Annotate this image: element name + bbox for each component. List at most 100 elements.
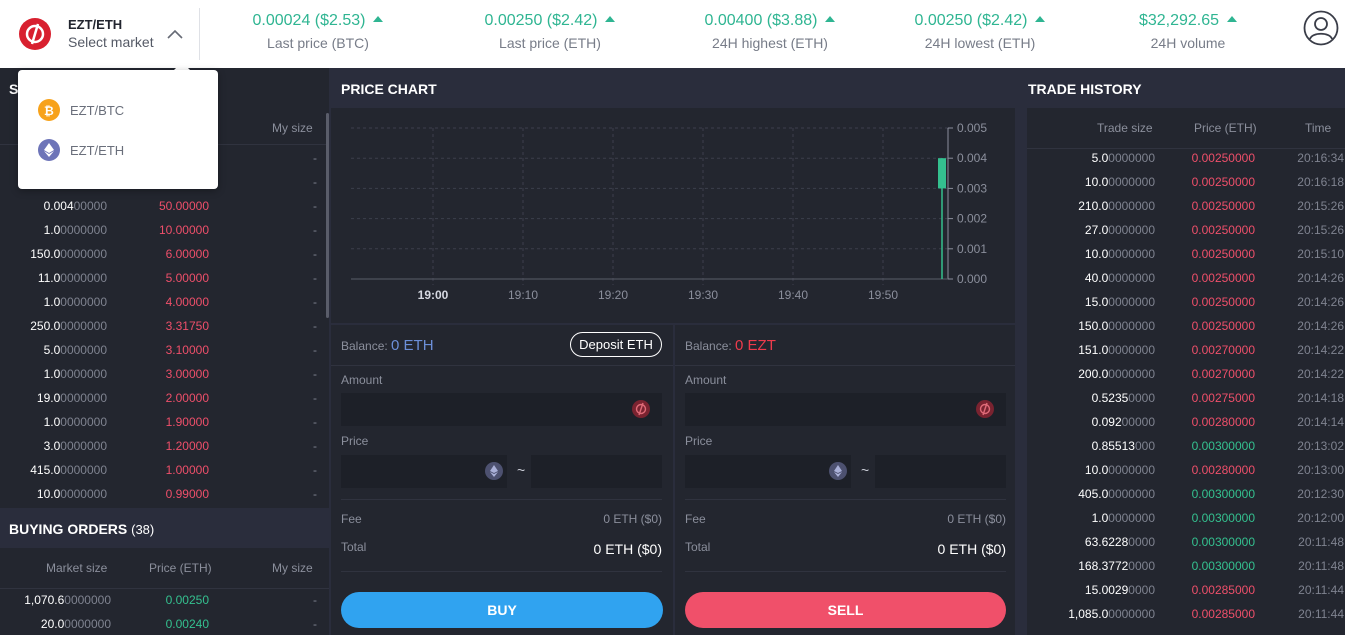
- ethereum-icon: [38, 139, 60, 161]
- table-row[interactable]: -: [0, 170, 329, 194]
- y-tick-label: 0.003: [957, 181, 987, 195]
- select-market-label[interactable]: Select market: [68, 34, 154, 50]
- trade-price: 0.00280000: [1191, 463, 1255, 477]
- table-row[interactable]: 63.62280000 0.00300000 20:11:48: [1017, 530, 1345, 554]
- table-row[interactable]: 210.00000000 0.00250000 20:15:26: [1017, 194, 1345, 218]
- sell-price-usd-input[interactable]: [875, 455, 1006, 488]
- table-row[interactable]: 150.00000000 0.00250000 20:14:26: [1017, 314, 1345, 338]
- table-row[interactable]: 415.00000000 1.00000 -: [0, 458, 329, 482]
- order-size: 1.00000000: [43, 295, 107, 309]
- x-tick-label: 19:10: [508, 288, 538, 302]
- deposit-eth-button[interactable]: Deposit ETH: [570, 332, 662, 357]
- market-option-ezt-eth[interactable]: EZT/ETH: [38, 139, 124, 161]
- up-arrow-icon: [1227, 16, 1238, 22]
- trade-time: 20:13:00: [1297, 463, 1344, 477]
- y-tick-label: 0.005: [957, 121, 987, 135]
- table-row[interactable]: 0.09200000 0.00280000 20:14:14: [1017, 410, 1345, 434]
- table-row[interactable]: -: [0, 146, 329, 170]
- trade-size: 0.85513000: [1091, 439, 1155, 453]
- buy-form: Balance: 0 ETH Deposit ETH Amount Price …: [331, 325, 673, 635]
- table-row[interactable]: 27.00000000 0.00250000 20:15:26: [1017, 218, 1345, 242]
- buy-amount-input[interactable]: [341, 393, 662, 426]
- table-row[interactable]: 15.00000000 0.00250000 20:14:26: [1017, 290, 1345, 314]
- trade-time: 20:14:26: [1297, 295, 1344, 309]
- table-row[interactable]: 3.00000000 1.20000 -: [0, 434, 329, 458]
- order-size: 1,070.60000000: [24, 593, 111, 607]
- trade-price: 0.00300000: [1191, 511, 1255, 525]
- col-market-size: Market size: [46, 561, 108, 575]
- amount-label: Amount: [685, 373, 727, 387]
- table-row[interactable]: 150.00000000 6.00000 -: [0, 242, 329, 266]
- scrollbar[interactable]: [326, 113, 329, 318]
- trade-size: 10.00000000: [1084, 175, 1155, 189]
- table-row[interactable]: 11.00000000 5.00000 -: [0, 266, 329, 290]
- order-size: 3.00000000: [43, 439, 107, 453]
- trade-price: 0.00250000: [1191, 295, 1255, 309]
- table-row[interactable]: 151.00000000 0.00270000 20:14:22: [1017, 338, 1345, 362]
- table-row[interactable]: 0.00400000 50.00000 -: [0, 194, 329, 218]
- buy-button[interactable]: BUY: [341, 592, 663, 628]
- market-option-ezt-btc[interactable]: ₿ EZT/BTC: [38, 99, 124, 121]
- chevron-up-icon[interactable]: [166, 28, 184, 40]
- sell-button[interactable]: SELL: [685, 592, 1006, 628]
- trade-size: 1.00000000: [1091, 511, 1155, 525]
- trade-size: 10.00000000: [1084, 463, 1155, 477]
- table-row[interactable]: 250.00000000 3.31750 -: [0, 314, 329, 338]
- order-my-size: -: [313, 247, 317, 261]
- order-size: 1.00000000: [43, 223, 107, 237]
- table-row[interactable]: 10.00000000 0.00250000 20:16:18: [1017, 170, 1345, 194]
- total-label: Total: [685, 540, 711, 554]
- stat-24h-lowest: 0.00250 ($2.42) 24H lowest (ETH): [880, 12, 1080, 51]
- y-tick-label: 0.004: [957, 151, 987, 165]
- order-price: 6.00000: [165, 247, 209, 261]
- table-row[interactable]: 10.00000000 0.99000 -: [0, 482, 329, 506]
- table-row[interactable]: 5.00000000 3.10000 -: [0, 338, 329, 362]
- trade-time: 20:14:22: [1297, 367, 1344, 381]
- trade-size: 0.09200000: [1091, 415, 1155, 429]
- price-label: Price: [685, 434, 713, 448]
- order-my-size: -: [313, 463, 317, 477]
- table-row[interactable]: 1.00000000 4.00000 -: [0, 290, 329, 314]
- y-tick-label: 0.002: [957, 212, 987, 226]
- order-size: 1.00000000: [43, 367, 107, 381]
- stat-last-price-eth: 0.00250 ($2.42) Last price (ETH): [450, 12, 650, 51]
- table-row[interactable]: 168.37720000 0.00300000 20:11:48: [1017, 554, 1345, 578]
- table-row[interactable]: 10.00000000 0.00280000 20:13:00: [1017, 458, 1345, 482]
- buy-price-usd-input[interactable]: [531, 455, 662, 488]
- buy-price-input[interactable]: [341, 455, 507, 488]
- table-row[interactable]: 40.00000000 0.00250000 20:14:26: [1017, 266, 1345, 290]
- svg-text:₿: ₿: [44, 104, 54, 117]
- trade-size: 210.00000000: [1078, 199, 1155, 213]
- table-row[interactable]: 1.00000000 3.00000 -: [0, 362, 329, 386]
- table-row[interactable]: 19.00000000 2.00000 -: [0, 386, 329, 410]
- order-size: 250.00000000: [30, 319, 107, 333]
- sell-price-input[interactable]: [685, 455, 851, 488]
- table-row[interactable]: 405.00000000 0.00300000 20:12:30: [1017, 482, 1345, 506]
- order-price: 3.31750: [165, 319, 209, 333]
- user-avatar-icon[interactable]: [1303, 10, 1339, 46]
- table-row[interactable]: 1.00000000 10.00000 -: [0, 218, 329, 242]
- table-row[interactable]: 15.00290000 0.00285000 20:11:44: [1017, 578, 1345, 602]
- table-row[interactable]: 5.00000000 0.00250000 20:16:34: [1017, 146, 1345, 170]
- table-row[interactable]: 10.00000000 0.00250000 20:15:10: [1017, 242, 1345, 266]
- table-row[interactable]: 0.85513000 0.00300000 20:13:02: [1017, 434, 1345, 458]
- market-title[interactable]: EZT/ETH: [68, 17, 123, 32]
- sell-amount-input[interactable]: [685, 393, 1006, 426]
- table-row[interactable]: 20.00000000 0.00240 -: [0, 612, 329, 635]
- trade-size: 0.52350000: [1091, 391, 1155, 405]
- table-row[interactable]: 0.52350000 0.00275000 20:14:18: [1017, 386, 1345, 410]
- trade-time: 20:11:48: [1298, 559, 1344, 573]
- trade-price: 0.00250000: [1191, 223, 1255, 237]
- table-row[interactable]: 1,070.60000000 0.00250 -: [0, 588, 329, 612]
- trade-size: 15.00000000: [1084, 295, 1155, 309]
- table-row[interactable]: 1,085.00000000 0.00285000 20:11:44: [1017, 602, 1345, 626]
- table-row[interactable]: 1.00000000 0.00300000 20:12:00: [1017, 506, 1345, 530]
- trade-time: 20:11:44: [1298, 583, 1344, 597]
- ethereum-icon: [829, 462, 847, 480]
- price-chart[interactable]: 0.005 0.004 0.003 0.002 0.001 0.000 19:00 19:10…: [331, 108, 1015, 323]
- top-header: EZT/ETH Select market 0.00024 ($2.53) Las…: [0, 0, 1345, 68]
- trade-size: 27.00000000: [1084, 223, 1155, 237]
- table-row[interactable]: 200.00000000 0.00270000 20:14:22: [1017, 362, 1345, 386]
- table-row[interactable]: 1.00000000 1.90000 -: [0, 410, 329, 434]
- order-my-size: -: [313, 223, 317, 237]
